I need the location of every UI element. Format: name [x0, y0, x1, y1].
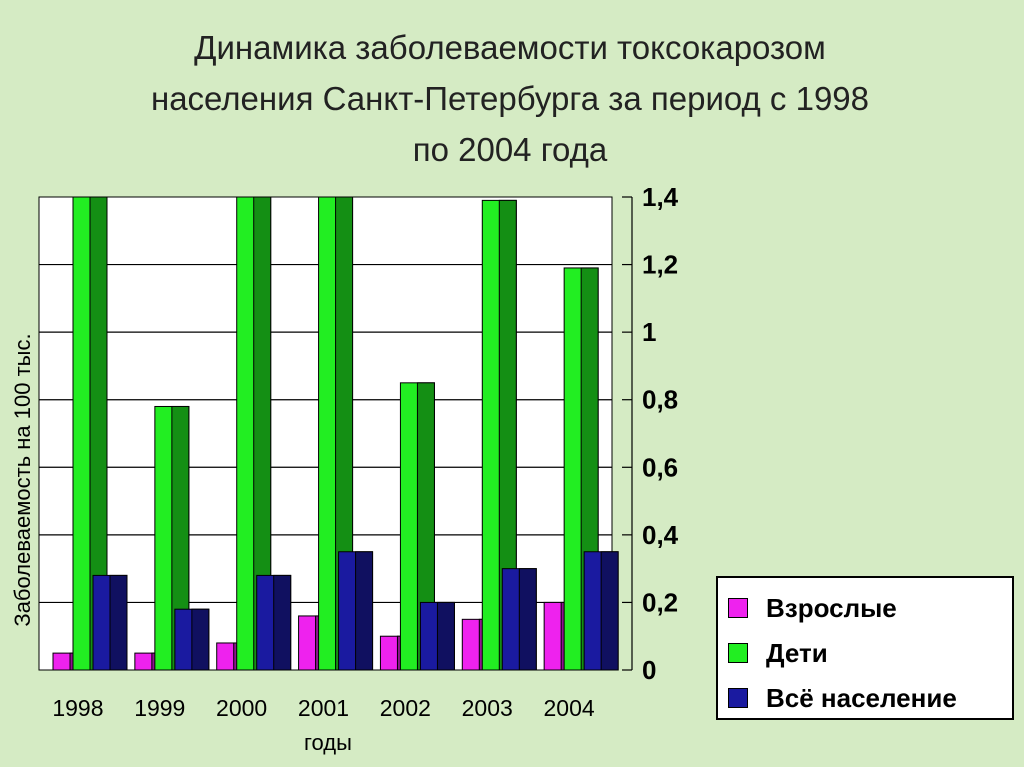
x-tick-label: 1998: [52, 695, 103, 721]
x-tick-label: 2004: [543, 695, 594, 721]
legend-label-children: Дети: [766, 637, 828, 668]
x-tick-label: 2003: [462, 695, 513, 721]
y-tick-label: 1,4: [642, 182, 679, 212]
legend-item-adults: Взрослые: [728, 588, 897, 628]
legend-swatch-adults: [728, 598, 748, 618]
bar-children-2000: [236, 196, 272, 671]
legend-item-children: Дети: [728, 633, 828, 673]
legend-item-total: Всё население: [728, 678, 957, 718]
y-tick-label: 1,2: [642, 250, 678, 280]
chart-title: Динамика заболеваемости токсокарозом нас…: [60, 22, 960, 175]
bar-children-1999: [154, 405, 190, 671]
y-axis-title: Заболеваемость на 100 тыс.: [10, 333, 35, 626]
y-tick-label: 0,8: [642, 385, 678, 415]
title-line-2: населения Санкт-Петербурга за период с 1…: [150, 80, 870, 117]
bar-total-1998: [92, 574, 128, 671]
x-tick-label: 2000: [216, 695, 267, 721]
y-tick-label: 0,2: [642, 587, 678, 617]
bar-total-2002: [419, 601, 455, 671]
bar-total-1999: [174, 608, 210, 671]
y-tick-label: 1: [642, 317, 656, 347]
title-line-1: Динамика заболеваемости токсокарозом: [194, 29, 826, 66]
y-axis: 0 0,2 0,4 0,6 0,8 1 1,2 1,4: [622, 182, 679, 685]
bar-total-2001: [338, 551, 374, 671]
legend-label-total: Всё население: [766, 682, 957, 713]
legend: Взрослые Дети Всё население: [716, 576, 1014, 720]
title-line-3: по 2004 года: [412, 131, 608, 168]
x-axis-title: годы: [304, 730, 352, 755]
legend-swatch-children: [728, 643, 748, 663]
x-tick-label: 1999: [134, 695, 185, 721]
bar-total-2004: [583, 551, 619, 671]
x-tick-label: 2001: [298, 695, 349, 721]
y-tick-label: 0,4: [642, 520, 679, 550]
bar-total-2003: [501, 568, 537, 671]
y-tick-label: 0,6: [642, 452, 678, 482]
x-axis: 1998 1999 2000 2001 2002 2003 2004: [52, 695, 595, 721]
bar-total-2000: [256, 574, 292, 671]
y-tick-label: 0: [642, 655, 656, 685]
legend-label-adults: Взрослые: [766, 592, 897, 623]
legend-swatch-total: [728, 688, 748, 708]
bars: [52, 196, 619, 671]
x-tick-label: 2002: [380, 695, 431, 721]
